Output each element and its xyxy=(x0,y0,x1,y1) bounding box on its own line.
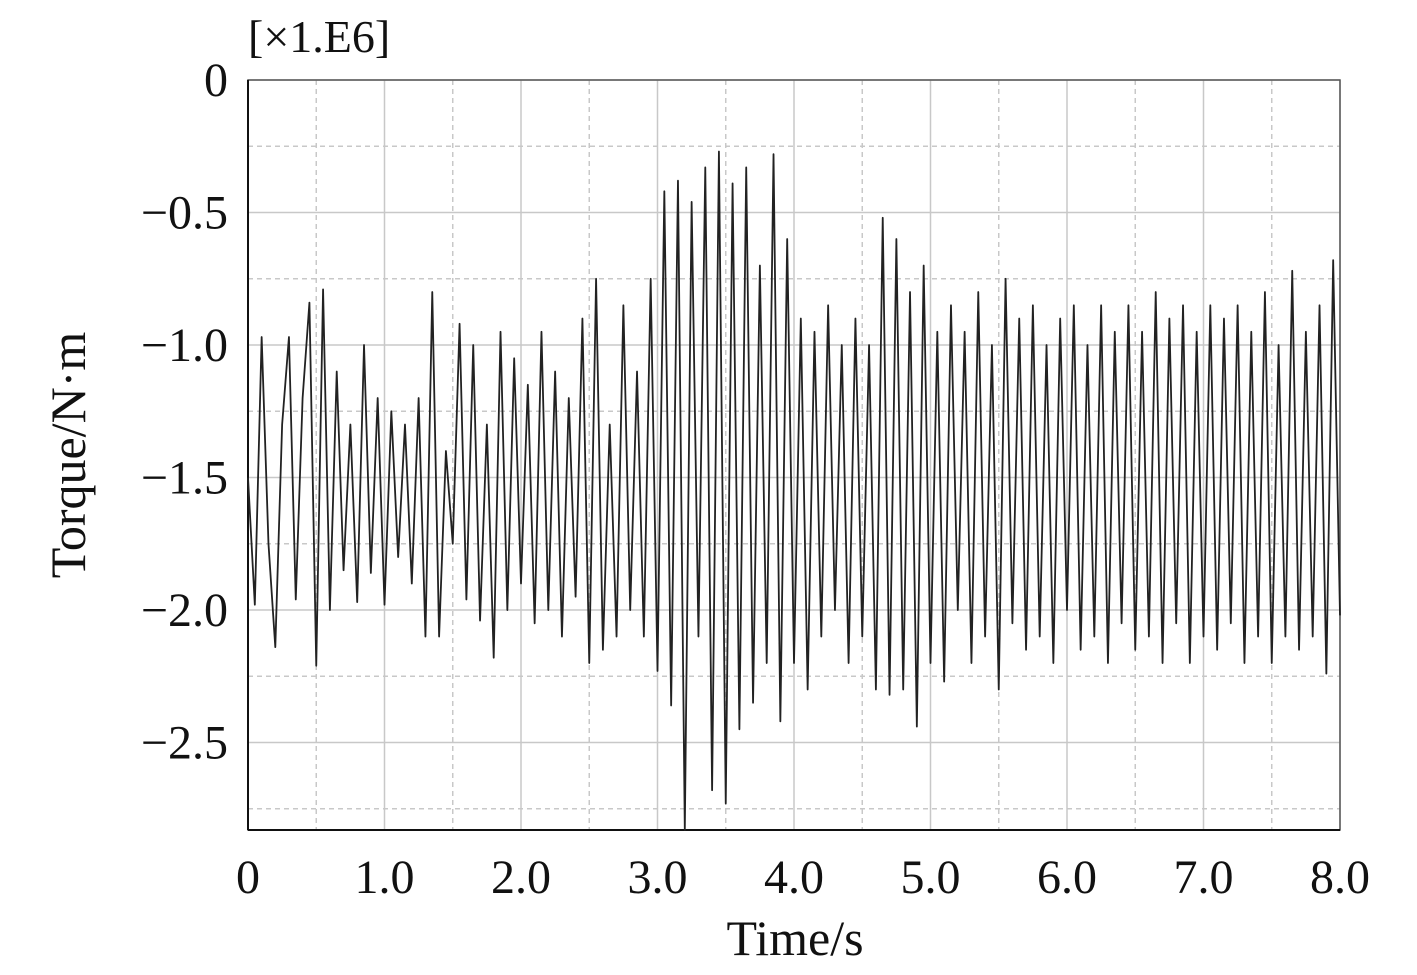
y-tick-label: −1.5 xyxy=(141,452,228,505)
x-tick-label: 8.0 xyxy=(1310,851,1370,904)
y-tick-label: 0 xyxy=(204,54,228,107)
x-tick-label: 4.0 xyxy=(764,851,824,904)
x-tick-label: 7.0 xyxy=(1174,851,1234,904)
x-axis-label: Time/s xyxy=(726,910,863,966)
y-tick-label: −1.0 xyxy=(141,319,228,372)
x-tick-label: 0 xyxy=(236,851,260,904)
y-tick-label: −2.5 xyxy=(141,717,228,770)
y-tick-label: −2.0 xyxy=(141,584,228,637)
x-tick-label: 1.0 xyxy=(355,851,415,904)
y-axis-label: Torque/N·m xyxy=(40,332,96,579)
x-tick-label: 2.0 xyxy=(491,851,551,904)
unit-label: [×1.E6] xyxy=(248,11,390,62)
data-line xyxy=(247,150,1341,831)
x-tick-label: 6.0 xyxy=(1037,851,1097,904)
x-tick-label: 3.0 xyxy=(628,851,688,904)
y-tick-label: −0.5 xyxy=(141,187,228,240)
x-tick-label: 5.0 xyxy=(901,851,961,904)
